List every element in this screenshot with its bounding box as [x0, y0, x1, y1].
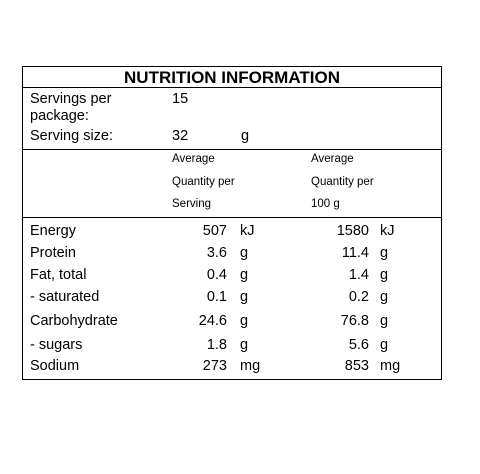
row-saturated-serving-unit: g: [240, 289, 249, 305]
row-protein-serving-unit: g: [240, 245, 249, 261]
serving-size-value: 32: [172, 128, 189, 144]
row-carbohydrate-serving-unit: g: [240, 313, 249, 329]
row-sodium-serving-value: 273: [202, 358, 227, 374]
header-divider: [23, 217, 441, 218]
col-header-serving-line3: Serving: [172, 198, 211, 210]
row-sodium-100g-value: 853: [344, 358, 369, 374]
row-sugars-serving-value: 1.8: [206, 337, 227, 353]
row-carbohydrate-100g-unit: g: [380, 313, 389, 329]
row-protein-100g-value: 11.4: [341, 245, 369, 261]
row-fat-total-100g-unit: g: [380, 267, 389, 283]
row-fat-total-100g-value: 1.4: [348, 267, 369, 283]
row-energy-100g-value: 1580: [336, 223, 369, 239]
title-divider: [23, 87, 441, 88]
serving-size-unit: g: [241, 128, 250, 144]
row-protein-name: Protein: [30, 245, 76, 261]
nutrition-panel: NUTRITION INFORMATION Servings per packa…: [22, 66, 442, 380]
serving-size-label: Serving size:: [30, 128, 114, 144]
serving-divider: [23, 149, 441, 150]
row-fat-total-serving-value: 0.4: [206, 267, 227, 283]
row-saturated-serving-value: 0.1: [206, 289, 227, 305]
row-protein-100g-unit: g: [380, 245, 389, 261]
row-carbohydrate-100g-value: 76.8: [340, 313, 369, 329]
row-energy-serving-unit: kJ: [240, 223, 255, 239]
col-header-100g-line3: 100 g: [311, 198, 340, 210]
row-sodium-100g-unit: mg: [380, 358, 401, 374]
row-fat-total-name: Fat, total: [30, 267, 87, 283]
row-sodium-name: Sodium: [30, 358, 80, 374]
row-fat-total-serving-unit: g: [240, 267, 249, 283]
col-header-serving-line2: Quantity per: [172, 176, 235, 188]
row-saturated-name: - saturated: [30, 289, 100, 305]
row-carbohydrate-serving-value: 24.6: [198, 313, 227, 329]
row-energy-100g-unit: kJ: [380, 223, 395, 239]
row-sugars-100g-unit: g: [380, 337, 389, 353]
col-header-100g-line1: Average: [311, 153, 354, 165]
servings-per-package-value: 15: [172, 91, 189, 107]
col-header-serving-line1: Average: [172, 153, 215, 165]
servings-per-package-label-line1: Servings per: [30, 91, 112, 107]
row-protein-serving-value: 3.6: [206, 245, 227, 261]
row-sugars-serving-unit: g: [240, 337, 249, 353]
row-carbohydrate-name: Carbohydrate: [30, 313, 118, 329]
panel-title: NUTRITION INFORMATION: [124, 68, 340, 87]
servings-per-package-label-line2: package:: [30, 108, 89, 124]
col-header-100g-line2: Quantity per: [311, 176, 374, 188]
row-energy-name: Energy: [30, 223, 76, 239]
row-sugars-name: - sugars: [30, 337, 83, 353]
row-saturated-100g-unit: g: [380, 289, 389, 305]
row-sugars-100g-value: 5.6: [348, 337, 369, 353]
row-sodium-serving-unit: mg: [240, 358, 261, 374]
row-energy-serving-value: 507: [202, 223, 227, 239]
row-saturated-100g-value: 0.2: [348, 289, 369, 305]
